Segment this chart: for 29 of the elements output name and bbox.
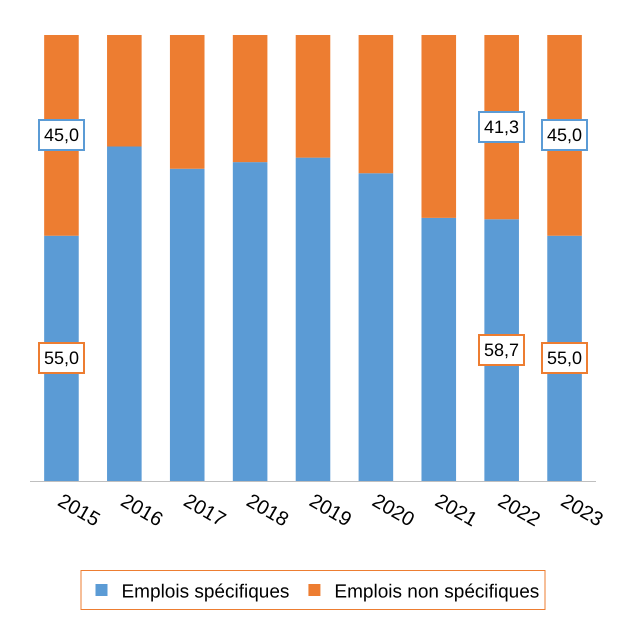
bar (170, 35, 205, 169)
bar (107, 146, 142, 481)
bar (296, 158, 330, 481)
x-tick-label: 2020 (368, 490, 418, 532)
bar (296, 35, 330, 158)
bar (232, 162, 268, 481)
x-tick-label: 2015 (54, 490, 104, 532)
bar (358, 173, 394, 481)
data-label: 41,3 (484, 117, 520, 137)
bar (232, 35, 268, 162)
legend-label: Emplois non spécifiques (334, 581, 540, 602)
x-tick-label: 2016 (116, 490, 166, 532)
bar (421, 35, 456, 218)
data-label: 55,0 (547, 348, 582, 368)
x-tick-label: 2017 (180, 490, 230, 532)
x-tick-label: 2019 (306, 490, 356, 532)
x-tick-label: 2021 (431, 490, 481, 532)
bar (170, 168, 205, 481)
x-tick-label: 2023 (557, 490, 607, 532)
data-label: 45,0 (44, 125, 80, 145)
data-label: 55,0 (44, 348, 80, 368)
x-tick-label: 2018 (242, 490, 292, 532)
bar (421, 218, 456, 481)
x-tick-label: 2022 (494, 490, 544, 532)
bar (107, 35, 142, 146)
data-label: 45,0 (547, 125, 582, 145)
legend-label: Emplois spécifiques (122, 581, 290, 602)
data-label: 58,7 (484, 340, 520, 360)
bar (358, 35, 394, 174)
